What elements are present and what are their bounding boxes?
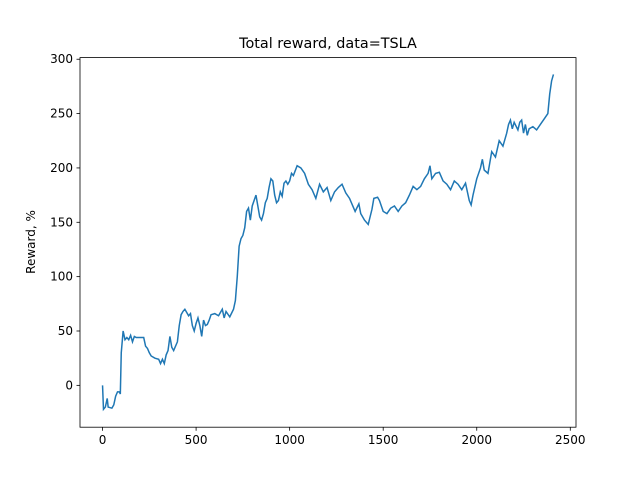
y-tick-label: 200 xyxy=(50,161,73,175)
y-axis-label: Reward, % xyxy=(24,210,38,274)
axes-frame xyxy=(79,57,577,428)
x-tick-label: 500 xyxy=(185,433,208,447)
line xyxy=(101,74,555,412)
y-tick-label: 300 xyxy=(50,52,73,66)
chart-title: Total reward, data=TSLA xyxy=(238,36,417,52)
y-tick-label: 250 xyxy=(50,107,73,121)
x-tick-label: 2500 xyxy=(555,433,586,447)
x-tick-label: 0 xyxy=(99,433,107,447)
x-tick-label: 1500 xyxy=(368,433,399,447)
y-tick-label: 150 xyxy=(50,215,73,229)
y-tick-label: 100 xyxy=(50,270,73,284)
y-tick-label: 0 xyxy=(65,378,73,392)
x-tick-label: 2000 xyxy=(461,433,492,447)
y-tick-label: 50 xyxy=(58,324,73,338)
x-tick-label: 1000 xyxy=(274,433,305,447)
